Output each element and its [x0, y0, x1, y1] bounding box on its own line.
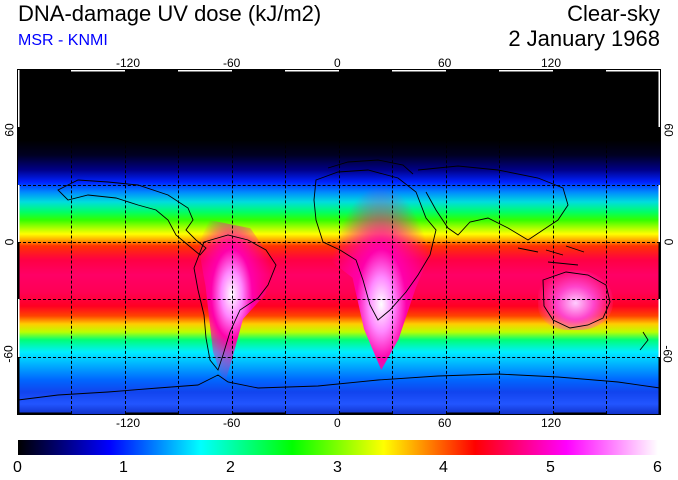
lat-label-right-60: 60 [661, 123, 676, 137]
lon-label-top-60: 60 [438, 56, 452, 70]
lat-label-left-60: 60 [2, 123, 17, 137]
europe-coast [327, 159, 414, 175]
sky-condition-label: Clear-sky [567, 1, 660, 26]
parallel-minus30 [18, 299, 660, 300]
lon-label-bottom-minus60: -60 [223, 416, 241, 430]
parallel-0 [18, 242, 660, 243]
africa-coast [313, 169, 437, 321]
lat-label-left-0: 0 [2, 238, 17, 246]
colorbar-label-4: 4 [439, 459, 448, 476]
coastlines [18, 159, 660, 401]
lon-label-top-minus120: -120 [116, 56, 141, 70]
lon-label-bottom-120: 120 [541, 416, 562, 430]
colorbar-label-6: 6 [653, 459, 662, 476]
new-zealand-coast [639, 331, 649, 351]
colorbar-label-0: 0 [13, 459, 22, 476]
indonesia-islands [517, 245, 585, 266]
asia-coast [417, 165, 569, 241]
uv-dose-map [17, 69, 661, 415]
lon-label-bottom-0: 0 [334, 416, 341, 430]
colorbar-label-3: 3 [333, 459, 342, 476]
lat-label-right-0: 0 [661, 238, 676, 246]
colorbar-label-1: 1 [119, 459, 128, 476]
south-america-coast [193, 234, 277, 371]
date-label: 2 January 1968 [508, 26, 660, 51]
lon-label-top-120: 120 [541, 56, 562, 70]
antarctica-coast [18, 373, 660, 401]
australia-land [538, 270, 613, 330]
parallel-60 [18, 127, 660, 128]
parallel-30 [18, 185, 660, 186]
frame-ticks [18, 70, 660, 414]
colorbar [18, 440, 658, 455]
lon-label-top-minus60: -60 [223, 56, 241, 70]
lon-label-bottom-minus120: -120 [116, 416, 141, 430]
lat-label-left-minus60: -60 [1, 345, 16, 363]
colorbar-label-5: 5 [546, 459, 555, 476]
lat-label-right-minus60: -60 [660, 345, 675, 363]
map-canvas [17, 69, 661, 415]
australia-coast [542, 271, 611, 329]
colorbar-label-2: 2 [226, 459, 235, 476]
lon-label-bottom-60: 60 [438, 416, 452, 430]
lon-label-top-0: 0 [334, 56, 341, 70]
north-america-coast [57, 179, 207, 256]
parallel-minus60 [18, 357, 660, 358]
map-title: DNA-damage UV dose (kJ/m2) [18, 1, 322, 26]
source-label: MSR - KNMI [18, 32, 108, 49]
